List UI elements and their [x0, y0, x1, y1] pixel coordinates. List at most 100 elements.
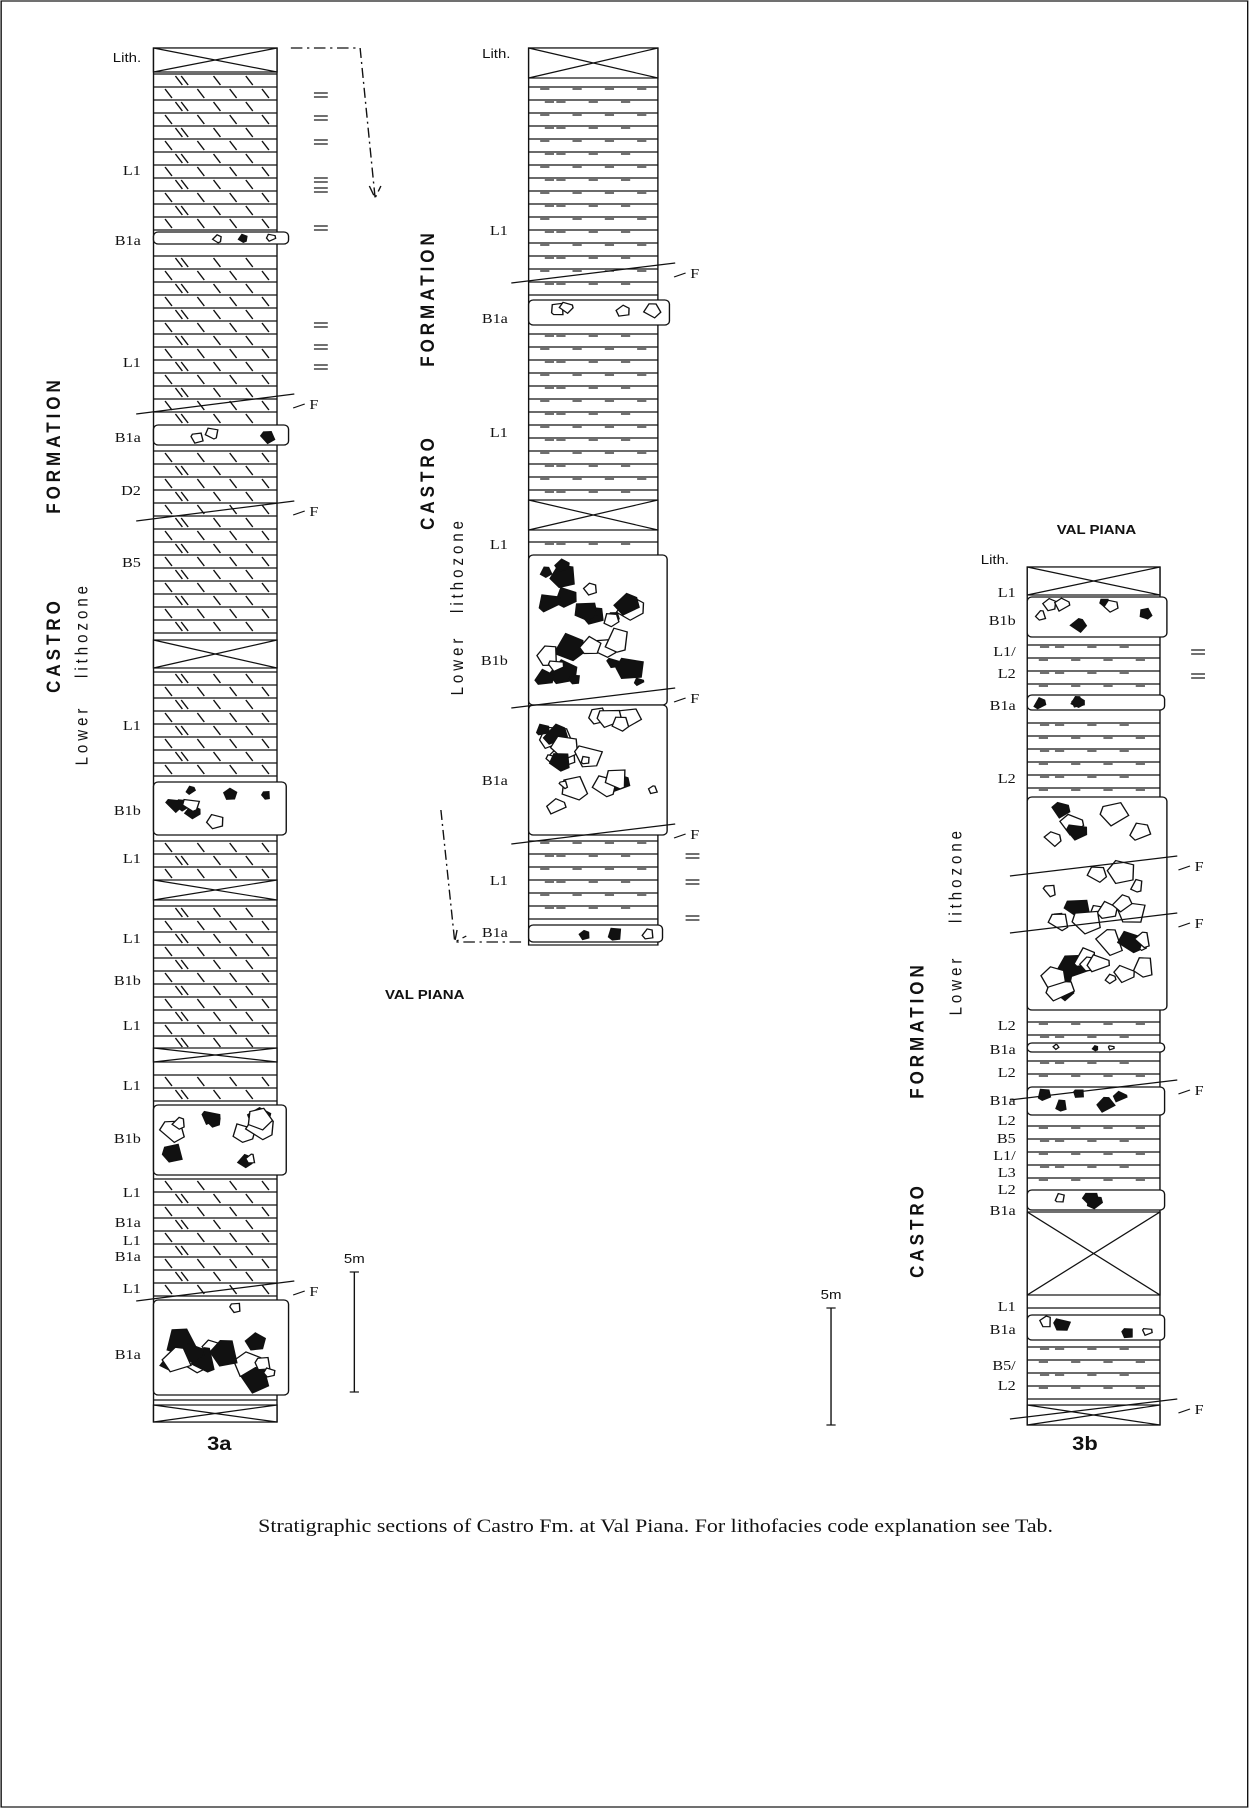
bed-mark [196, 192, 205, 203]
fault-tick [673, 697, 686, 703]
breccia-bed [152, 424, 290, 446]
bed-mark [164, 114, 173, 125]
clast [254, 1356, 271, 1371]
bed-mark [229, 556, 238, 567]
bed-mark [261, 140, 270, 151]
clast [181, 798, 201, 813]
bed-mark [245, 621, 254, 632]
bed-mark [261, 192, 270, 203]
bed-mark [164, 686, 173, 697]
bed-mark [261, 296, 270, 307]
bed-mark [229, 88, 238, 99]
lithozone-name: lithozone [946, 827, 965, 923]
facies-code: L1 [998, 586, 1016, 601]
facies-code: L2 [998, 667, 1016, 682]
bed-mark [174, 907, 183, 918]
bed-mark [212, 153, 222, 164]
bed-mark [229, 1076, 238, 1087]
bed-mark [180, 1245, 189, 1256]
clast [179, 1343, 205, 1365]
bed-mark [245, 75, 254, 86]
bed-mark [261, 946, 270, 957]
bed-mark [196, 764, 205, 775]
facies-code: B1a [115, 431, 141, 446]
bed-mark [196, 1258, 205, 1269]
bed-mark [245, 907, 254, 918]
facies-code: B1b [114, 804, 141, 819]
clast [161, 1346, 192, 1373]
clast [1107, 1045, 1115, 1051]
bed-mark [196, 452, 205, 463]
bed-mark [196, 322, 205, 333]
bed-mark [196, 1024, 205, 1035]
bed-mark [174, 1271, 183, 1282]
fault-line [511, 262, 676, 284]
breccia-bed [1026, 796, 1168, 1011]
bed-mark [164, 322, 173, 333]
bed-mark [180, 621, 189, 632]
bed-mark [174, 1037, 183, 1048]
bed-mark [229, 166, 238, 177]
clast [568, 674, 580, 685]
bed-mark [261, 972, 270, 983]
fault-label: F [1195, 1084, 1204, 1099]
bed-mark [212, 725, 222, 736]
bed-mark [164, 998, 173, 1009]
bed-mark [212, 933, 222, 944]
clast [260, 790, 270, 800]
clast [603, 613, 620, 628]
facies-code: B1b [989, 614, 1016, 629]
clast [558, 780, 569, 790]
bed-mark [180, 491, 189, 502]
bed-mark [261, 1076, 270, 1087]
bed-mark [245, 283, 254, 294]
bed-mark [180, 699, 189, 710]
bed-mark [212, 569, 222, 580]
bed-mark [229, 764, 238, 775]
bed-mark [229, 218, 238, 229]
bed-mark [196, 478, 205, 489]
fault-line [1009, 1079, 1178, 1101]
clast [1038, 1315, 1051, 1328]
bed-mark [229, 582, 238, 593]
bed-mark [196, 1232, 205, 1243]
fault-tick [1178, 865, 1191, 871]
bed-mark [229, 322, 238, 333]
bed-mark [196, 556, 205, 567]
bed-mark [174, 595, 183, 606]
facies-code: L1 [998, 1300, 1016, 1315]
fault-line [1009, 912, 1178, 934]
bed-mark [174, 543, 183, 554]
clast [161, 1143, 183, 1163]
bed-mark [261, 1024, 270, 1035]
bed-mark [164, 218, 173, 229]
bed-mark [245, 413, 254, 424]
facies-code: L1 [123, 932, 141, 947]
covered-cross [153, 47, 278, 73]
clast [1139, 607, 1153, 620]
clast [641, 928, 654, 940]
facies-code: B1a [115, 1216, 141, 1231]
bed-mark [180, 101, 189, 112]
formation-name: CASTRO [42, 597, 64, 693]
bed-mark [164, 946, 173, 957]
bed-mark [261, 556, 270, 567]
clast [1037, 1088, 1052, 1101]
clast [165, 798, 183, 814]
bed-mark [261, 88, 270, 99]
fault-tick [673, 833, 686, 839]
bed-mark [245, 933, 254, 944]
bed-mark [261, 998, 270, 1009]
facies-code: L1 [490, 538, 508, 553]
bed-mark [245, 543, 254, 554]
clast [1042, 884, 1056, 898]
fault-tick [292, 510, 305, 516]
fault-label: F [309, 398, 318, 413]
clast [547, 660, 565, 673]
clast [580, 755, 590, 765]
bed-mark [245, 179, 254, 190]
bed-mark [174, 127, 183, 138]
clast [633, 677, 645, 687]
facies-code: L2 [998, 1183, 1016, 1198]
bed-mark [164, 1076, 173, 1087]
